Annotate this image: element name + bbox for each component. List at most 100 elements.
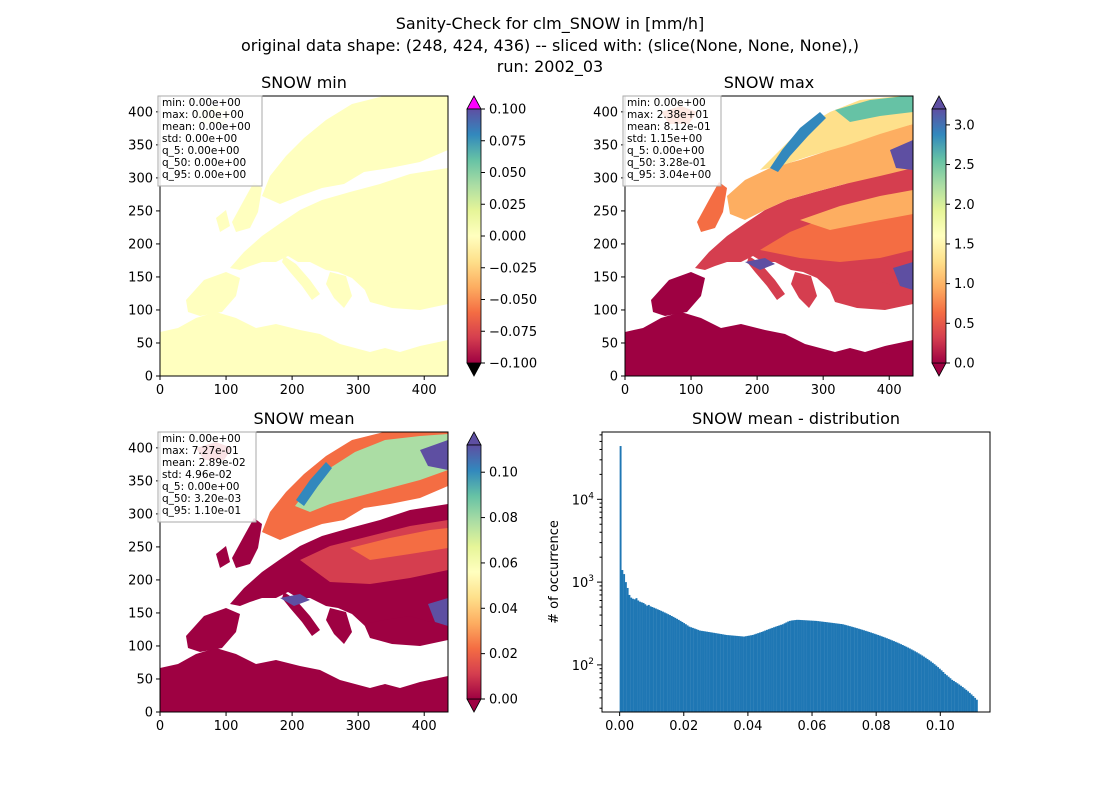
x-tick-label: 0.06 xyxy=(798,719,827,734)
colorbar-body xyxy=(931,108,947,364)
y-tick-label: 300 xyxy=(593,171,618,186)
histogram-bar xyxy=(931,662,934,712)
colorbar: 3.0 2.5 2.0 1.5 1.0 0.5 0.0 xyxy=(931,95,975,377)
histogram-bar xyxy=(958,684,961,712)
histogram-bar xyxy=(806,620,809,712)
colorbar-extend-min xyxy=(466,698,482,713)
histogram-bar xyxy=(810,620,813,712)
histogram-bar xyxy=(654,608,657,712)
x-tick-label: 200 xyxy=(280,719,305,734)
y-tick-label: 350 xyxy=(128,138,153,153)
histogram-bar xyxy=(917,653,920,712)
colorbar-tick-label: 0.06 xyxy=(489,556,518,571)
colorbar-tick-label: 0.5 xyxy=(954,317,975,332)
histogram-bar xyxy=(952,680,955,712)
histogram-bar xyxy=(833,623,835,712)
histogram-bar xyxy=(919,654,922,712)
y-tick-label: 0 xyxy=(145,706,153,721)
colorbar-tick-label: 1.5 xyxy=(954,237,975,252)
histogram-bar xyxy=(831,622,834,712)
y-tick-label: 103 xyxy=(572,574,594,591)
x-axis: 0 100 200 300 400 xyxy=(621,376,902,398)
histogram-bar xyxy=(898,643,901,712)
histogram-bar xyxy=(792,620,795,712)
x-tick-label: 100 xyxy=(214,719,239,734)
x-tick-label: 0 xyxy=(156,383,164,398)
y-tick-label: 350 xyxy=(593,138,618,153)
histogram-bar xyxy=(841,624,844,712)
histogram-bar xyxy=(737,636,740,712)
histogram-bar xyxy=(808,620,811,712)
histogram-bar xyxy=(656,609,659,712)
histogram-bar xyxy=(725,634,728,712)
stats-line: min: 0.00e+00 xyxy=(627,97,706,109)
histogram-bar xyxy=(870,632,872,712)
panel-title: SNOW min xyxy=(261,73,347,92)
histogram-bar xyxy=(647,604,650,712)
histogram-bar xyxy=(875,634,878,712)
x-axis: 0.00 0.02 0.04 0.06 0.08 0.10 xyxy=(605,712,955,734)
y-tick-label: 350 xyxy=(128,474,153,489)
panel-snow-min: SNOW min xyxy=(128,73,537,398)
colorbar-tick-label: 0.10 xyxy=(489,466,518,481)
colorbar-tick-label: 0.100 xyxy=(489,103,526,118)
x-tick-label: 0.10 xyxy=(926,719,955,734)
y-axis: 102 103 104 xyxy=(572,434,602,709)
histogram-bar xyxy=(667,614,670,712)
histogram-bar xyxy=(938,668,941,712)
histogram-bar xyxy=(762,631,765,712)
x-tick-label: 0.08 xyxy=(862,719,891,734)
histogram-bar xyxy=(850,626,853,712)
histogram-bar xyxy=(651,607,654,712)
histogram-bar xyxy=(681,621,684,712)
y-tick-label: 200 xyxy=(593,237,618,252)
y-tick-label: 100 xyxy=(128,639,153,654)
histogram-bar xyxy=(790,620,793,712)
histogram-bar xyxy=(621,570,624,712)
x-tick-label: 200 xyxy=(745,383,770,398)
colorbar-tick-label: −0.025 xyxy=(489,261,537,276)
histogram-bar xyxy=(963,688,966,712)
histogram-bar xyxy=(691,627,694,712)
histogram-bar xyxy=(741,636,744,712)
colorbar-extend-max xyxy=(931,95,947,110)
histogram-bar xyxy=(935,665,938,712)
histogram-bar xyxy=(660,610,663,712)
histogram-bar xyxy=(743,636,746,712)
histogram-bar xyxy=(975,699,978,712)
histogram-bar xyxy=(801,620,804,712)
x-tick-label: 300 xyxy=(346,719,371,734)
histogram-bar xyxy=(672,616,675,712)
histogram-bar xyxy=(676,618,678,712)
histogram-bar xyxy=(626,587,629,712)
x-tick-label: 200 xyxy=(280,383,305,398)
stats-line: max: 7.27e-01 xyxy=(162,445,239,457)
y-tick-label: 400 xyxy=(128,105,153,120)
histogram-bar xyxy=(783,623,786,712)
histogram-bar xyxy=(683,623,686,712)
map-land xyxy=(625,96,913,376)
y-axis: 0 50 100 150 200 250 300 350 400 xyxy=(128,441,160,721)
colorbar-tick-label: 0.00 xyxy=(489,693,518,708)
histogram-bar xyxy=(750,635,753,712)
histogram-bar xyxy=(686,625,689,712)
histogram-bar xyxy=(926,658,929,712)
y-tick-label: 102 xyxy=(572,657,594,674)
panel-snow-mean: SNOW mean xyxy=(128,409,518,734)
suptitle-line2: original data shape: (248, 424, 436) -- … xyxy=(241,36,859,55)
colorbar-tick-label: 0.02 xyxy=(489,647,518,662)
x-tick-label: 100 xyxy=(679,383,704,398)
histogram-bar xyxy=(758,632,761,712)
histogram-bar xyxy=(766,629,768,712)
histogram-bar xyxy=(637,600,640,712)
histogram-bar xyxy=(972,696,975,712)
histogram-bar xyxy=(723,634,726,712)
y-tick-label: 0 xyxy=(145,370,153,385)
histogram-bar xyxy=(642,602,645,712)
y-tick-label: 100 xyxy=(593,303,618,318)
histogram-bar xyxy=(697,629,700,712)
x-axis: 0 100 200 300 400 xyxy=(156,376,437,398)
histogram-bar xyxy=(706,631,708,712)
histogram-bar xyxy=(820,621,823,712)
stats-line: min: 0.00e+00 xyxy=(162,97,241,109)
